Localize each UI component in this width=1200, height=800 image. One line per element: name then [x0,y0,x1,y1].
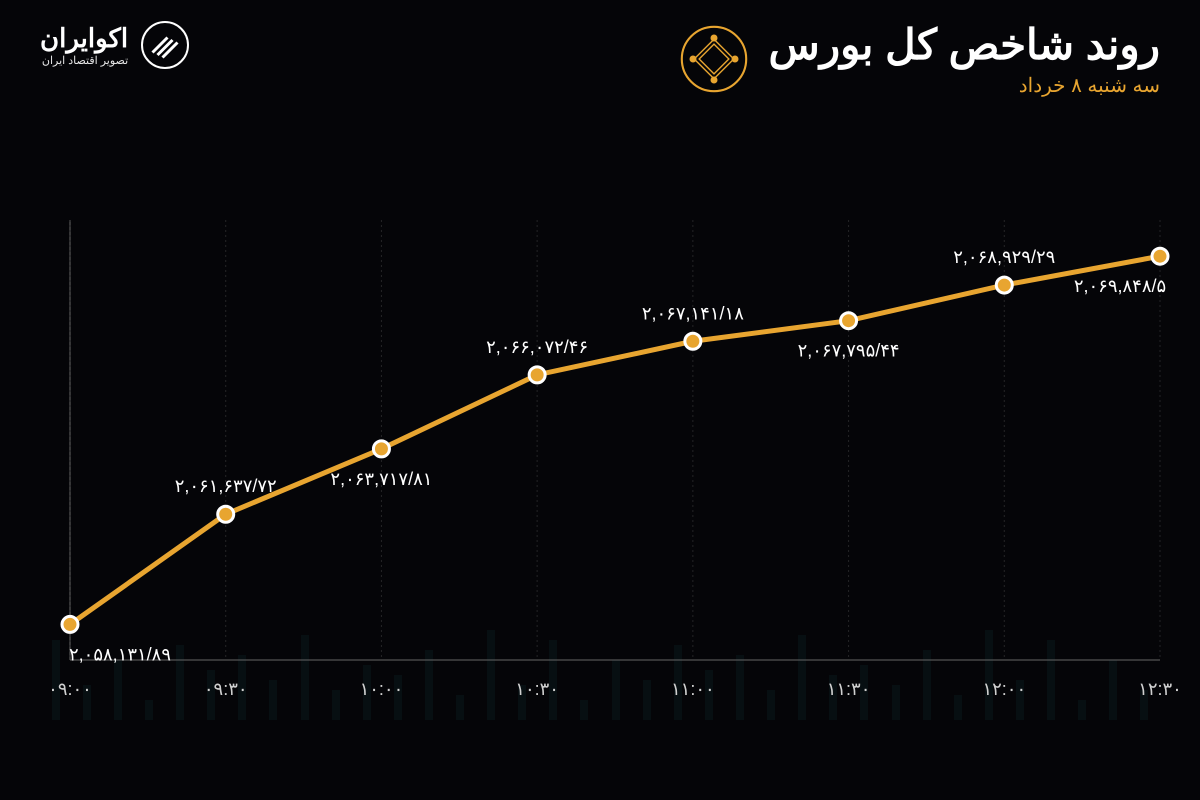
brand-name: اکوایران [40,23,128,54]
data-point [529,367,545,383]
data-point [1152,248,1168,264]
x-axis-label: ۱۲:۰۰ [982,679,1026,699]
brand-logo-icon [140,20,190,70]
chart-area: ۰۹:۰۰۰۹:۳۰۱۰:۰۰۱۰:۳۰۱۱:۰۰۱۱:۳۰۱۲:۰۰۱۲:۳۰… [60,160,1170,740]
x-axis-label: ۱۰:۰۰ [360,679,404,699]
x-axis-label: ۰۹:۳۰ [204,679,248,699]
value-label: ۲,۰۶۱,۶۳۷/۷۲ [175,476,277,496]
value-label: ۲,۰۶۳,۷۱۷/۸۱ [330,469,432,489]
data-point [996,277,1012,293]
value-label: ۲,۰۶۸,۹۲۹/۲۹ [953,247,1055,267]
brand-block: اکوایران تصویر اقتصاد ایران [40,20,190,70]
data-point [218,506,234,522]
x-axis-label: ۱۱:۳۰ [827,679,871,699]
data-point [62,616,78,632]
x-axis-label: ۰۹:۰۰ [48,679,92,699]
chart-title: روند شاخص کل بورس [769,20,1160,69]
x-axis-label: ۱۲:۳۰ [1138,679,1182,699]
value-label: ۲,۰۶۶,۰۷۲/۴۶ [486,337,588,357]
value-label: ۲,۰۵۸,۱۳۱/۸۹ [69,644,171,664]
brand-tagline: تصویر اقتصاد ایران [40,54,128,67]
x-axis-label: ۱۰:۳۰ [515,679,559,699]
value-label: ۲,۰۶۷,۱۴۱/۱۸ [642,303,744,323]
data-point [685,333,701,349]
chart-subtitle: سه شنبه ۸ خرداد [769,73,1160,98]
exchange-logo-icon [679,24,749,94]
data-point [373,441,389,457]
x-axis-label: ۱۱:۰۰ [671,679,715,699]
value-label: ۲,۰۶۹,۸۴۸/۵ [1074,276,1166,296]
header: روند شاخص کل بورس سه شنبه ۸ خرداد [679,20,1160,98]
value-label: ۲,۰۶۷,۷۹۵/۴۴ [798,341,900,361]
data-point [841,313,857,329]
line-chart: ۰۹:۰۰۰۹:۳۰۱۰:۰۰۱۰:۳۰۱۱:۰۰۱۱:۳۰۱۲:۰۰۱۲:۳۰… [60,160,1170,740]
